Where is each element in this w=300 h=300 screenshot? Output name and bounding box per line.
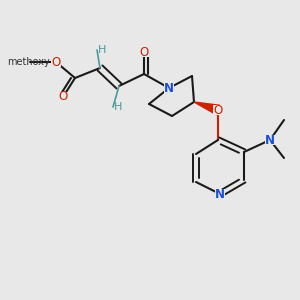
Text: N: N — [215, 188, 225, 200]
Polygon shape — [194, 102, 220, 115]
Text: methoxy: methoxy — [7, 57, 50, 67]
Bar — [58, 92, 68, 102]
Text: N: N — [265, 134, 275, 146]
Bar — [213, 105, 223, 115]
Bar — [51, 57, 61, 67]
Text: O: O — [58, 91, 68, 103]
Text: O: O — [213, 103, 223, 116]
Text: H: H — [114, 102, 122, 112]
Text: O: O — [51, 56, 61, 68]
Text: N: N — [164, 82, 174, 94]
Bar — [265, 135, 275, 145]
Text: O: O — [140, 46, 148, 59]
Bar — [139, 47, 149, 57]
Bar — [215, 189, 225, 199]
Bar — [164, 83, 174, 93]
Text: H: H — [98, 45, 106, 55]
